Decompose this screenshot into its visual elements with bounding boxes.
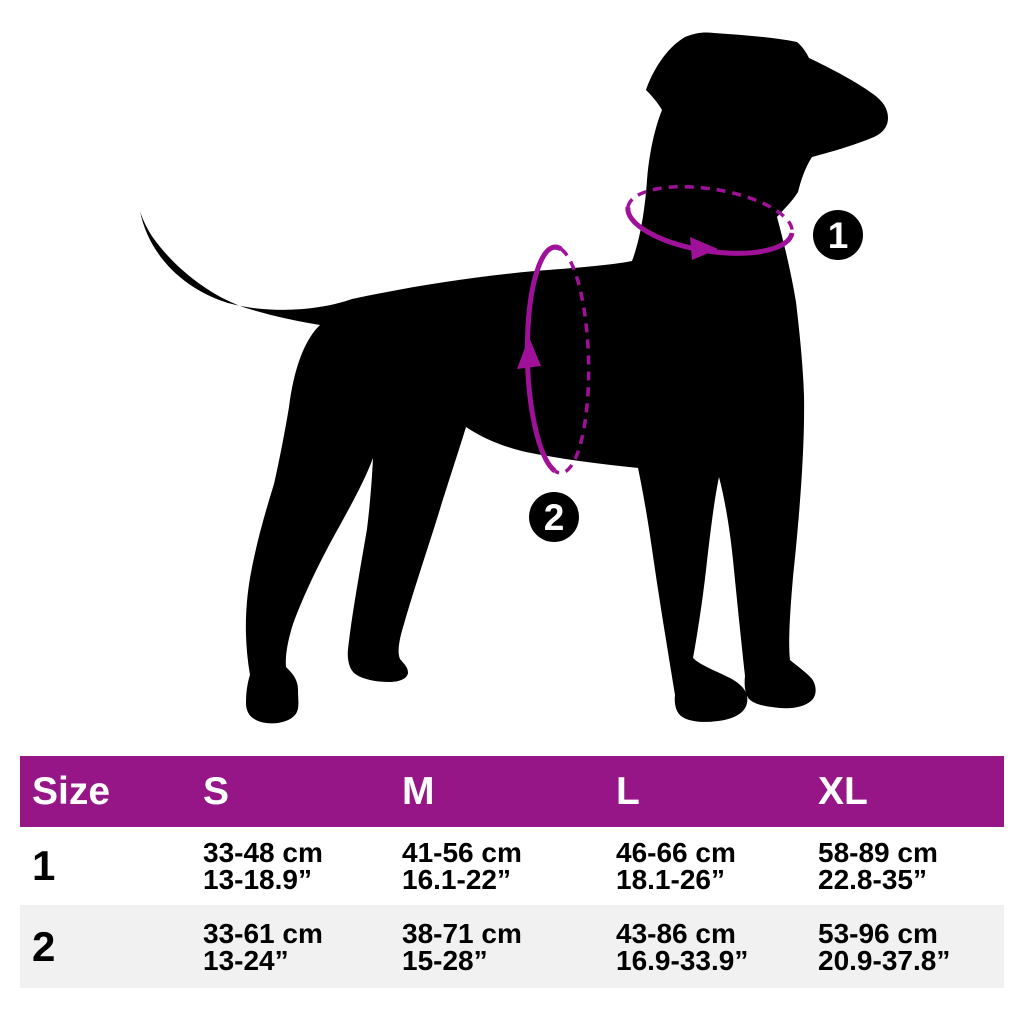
cell-inch-value: 20.9-37.8” xyxy=(818,944,951,976)
badge-2-circle xyxy=(529,492,579,542)
cell-row2-m: 38-71 cm 15-28” xyxy=(402,917,616,976)
neck-measure-arrow-icon xyxy=(690,237,718,260)
measure-badge-2: 2 xyxy=(529,492,579,542)
cell-cm-value: 53-96 cm xyxy=(818,917,938,949)
row-label: 2 xyxy=(32,922,56,970)
chest-ellipse-dashed-arc xyxy=(554,247,591,475)
badge-1-number: 1 xyxy=(828,215,849,256)
cell-inch-value: 16.1-22” xyxy=(402,864,511,895)
cell-row1-m: 41-56 cm 16.1-22” xyxy=(402,837,616,895)
cell-cm-value: 38-71 cm xyxy=(402,917,522,949)
cell-row2-l: 43-86 cm 16.9-33.9” xyxy=(616,917,818,976)
cell-row1-s: 33-48 cm 13-18.9” xyxy=(203,837,402,895)
header-cell-s: S xyxy=(203,769,230,813)
table-row: 2 33-61 cm 13-24” 38-71 cm 15-28” 43-86 … xyxy=(20,905,1004,988)
badge-2-number: 2 xyxy=(544,497,565,538)
cell-cm-value: 58-89 cm xyxy=(818,837,938,868)
header-cell-xl: XL xyxy=(818,769,868,813)
header-cell-l: L xyxy=(616,769,640,813)
header-cell-size: Size xyxy=(32,769,111,813)
cell-row1-xl: 58-89 cm 22.8-35” xyxy=(818,837,1004,895)
measure-badge-1: 1 xyxy=(813,210,863,260)
chest-ellipse-solid-arc xyxy=(524,244,563,474)
cell-cm-value: 41-56 cm xyxy=(402,837,522,868)
cell-cm-value: 33-48 cm xyxy=(203,837,323,868)
cell-row2-s: 33-61 cm 13-24” xyxy=(203,917,402,976)
cell-inch-value: 15-28” xyxy=(402,944,488,976)
chest-measure-arrow-icon xyxy=(517,337,541,369)
badge-1-circle xyxy=(813,210,863,260)
size-table-header: Size S M L XL xyxy=(20,756,1004,827)
size-table: Size S M L XL 1 33-48 cm 13-18.9” 41-56 … xyxy=(20,756,1004,988)
cell-cm-value: 43-86 cm xyxy=(616,917,736,949)
cell-row2-xl: 53-96 cm 20.9-37.8” xyxy=(818,917,1004,976)
row-label: 1 xyxy=(32,842,56,889)
cell-inch-value: 18.1-26” xyxy=(616,864,725,895)
cell-row1-l: 46-66 cm 18.1-26” xyxy=(616,837,818,895)
neck-ellipse-dashed-arc xyxy=(626,184,794,234)
cell-cm-value: 33-61 cm xyxy=(203,917,323,949)
header-cell-m: M xyxy=(402,769,435,813)
cell-inch-value: 16.9-33.9” xyxy=(616,944,749,976)
table-row: 1 33-48 cm 13-18.9” 41-56 cm 16.1-22” 46… xyxy=(20,827,1004,905)
cell-inch-value: 13-24” xyxy=(203,944,289,976)
cell-cm-value: 46-66 cm xyxy=(616,837,736,868)
cell-inch-value: 13-18.9” xyxy=(203,864,312,895)
dog-silhouette-figure: 1 2 xyxy=(140,32,888,724)
cell-inch-value: 22.8-35” xyxy=(818,864,927,895)
dog-silhouette xyxy=(140,32,888,724)
